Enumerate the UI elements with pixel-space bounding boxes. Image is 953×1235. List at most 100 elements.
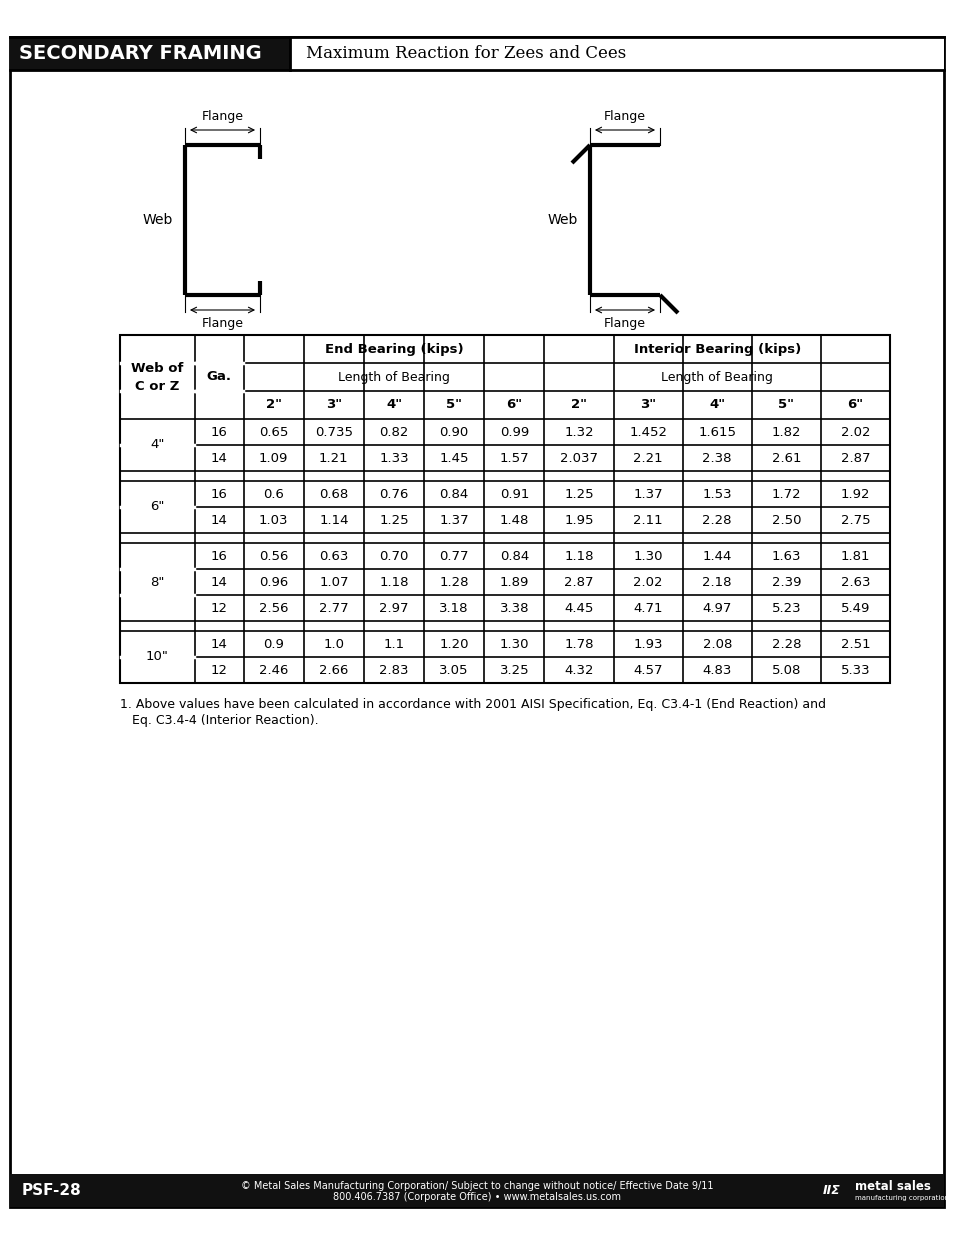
Text: 2.02: 2.02	[633, 576, 662, 589]
Text: 3": 3"	[639, 399, 656, 411]
Text: 2.28: 2.28	[701, 514, 731, 526]
Text: 14: 14	[211, 576, 228, 589]
Text: 1.81: 1.81	[840, 550, 869, 562]
Text: 1.82: 1.82	[771, 426, 801, 438]
Text: 6": 6"	[150, 500, 165, 514]
Text: 1.18: 1.18	[563, 550, 593, 562]
Text: 0.82: 0.82	[379, 426, 408, 438]
Text: 2.21: 2.21	[633, 452, 662, 464]
Text: 14: 14	[211, 514, 228, 526]
Text: 0.735: 0.735	[314, 426, 353, 438]
Text: 3.05: 3.05	[439, 663, 469, 677]
Text: 8": 8"	[150, 576, 165, 589]
Text: 5": 5"	[446, 399, 461, 411]
Text: 1.30: 1.30	[499, 637, 529, 651]
Text: 0.96: 0.96	[259, 576, 288, 589]
Text: 2.61: 2.61	[771, 452, 801, 464]
Text: 2.77: 2.77	[318, 601, 348, 615]
Text: 1.03: 1.03	[258, 514, 288, 526]
Bar	[10, 37, 290, 70]
Text: 1.57: 1.57	[499, 452, 529, 464]
Text: 2.51: 2.51	[840, 637, 869, 651]
Text: Ga.: Ga.	[207, 370, 232, 384]
Text: 1.25: 1.25	[563, 488, 593, 500]
Text: 1.63: 1.63	[771, 550, 801, 562]
Text: 1.452: 1.452	[628, 426, 666, 438]
Text: 3.18: 3.18	[439, 601, 469, 615]
Text: 2.18: 2.18	[701, 576, 731, 589]
Text: 2.037: 2.037	[559, 452, 598, 464]
Bar	[120, 335, 889, 683]
Text: 4.71: 4.71	[633, 601, 662, 615]
Text: 12: 12	[211, 663, 228, 677]
Text: 0.90: 0.90	[439, 426, 468, 438]
Text: Web: Web	[143, 212, 172, 227]
Text: 3.25: 3.25	[499, 663, 529, 677]
Text: 14: 14	[211, 452, 228, 464]
Bar	[10, 1174, 943, 1207]
Text: 2.46: 2.46	[258, 663, 288, 677]
Text: 2.56: 2.56	[258, 601, 288, 615]
Text: 4.32: 4.32	[563, 663, 593, 677]
Text: 2.50: 2.50	[771, 514, 801, 526]
Text: 2.28: 2.28	[771, 637, 801, 651]
Text: 1.18: 1.18	[379, 576, 408, 589]
Text: 0.84: 0.84	[439, 488, 468, 500]
Text: Web: Web	[547, 212, 578, 227]
Bar	[290, 37, 943, 70]
Text: 4": 4"	[386, 399, 401, 411]
Text: 4.45: 4.45	[564, 601, 593, 615]
Text: 1.32: 1.32	[563, 426, 593, 438]
Text: 16: 16	[211, 550, 228, 562]
Text: 4.57: 4.57	[633, 663, 662, 677]
Text: 1.20: 1.20	[439, 637, 469, 651]
Text: 2.66: 2.66	[319, 663, 348, 677]
Text: Flange: Flange	[603, 110, 645, 124]
Text: 4.83: 4.83	[701, 663, 731, 677]
Text: 10": 10"	[146, 651, 169, 663]
Text: Maximum Reaction for Zees and Cees: Maximum Reaction for Zees and Cees	[306, 44, 625, 62]
Text: 1.93: 1.93	[633, 637, 662, 651]
Text: 6": 6"	[846, 399, 862, 411]
Text: 4": 4"	[708, 399, 724, 411]
Text: 1.28: 1.28	[439, 576, 469, 589]
Text: 14: 14	[211, 637, 228, 651]
Text: 5.23: 5.23	[771, 601, 801, 615]
Text: 0.99: 0.99	[499, 426, 528, 438]
Text: 1.14: 1.14	[318, 514, 348, 526]
Text: 0.9: 0.9	[263, 637, 284, 651]
Text: 5": 5"	[778, 399, 794, 411]
Text: 0.77: 0.77	[439, 550, 469, 562]
Text: 3.38: 3.38	[499, 601, 529, 615]
Text: 2.87: 2.87	[563, 576, 593, 589]
Text: 2.63: 2.63	[840, 576, 869, 589]
Text: 0.63: 0.63	[319, 550, 348, 562]
Text: Length of Bearing: Length of Bearing	[337, 370, 450, 384]
Text: 1.615: 1.615	[698, 426, 736, 438]
Text: 1.33: 1.33	[378, 452, 409, 464]
Text: 5.49: 5.49	[840, 601, 869, 615]
Text: Interior Bearing (kips): Interior Bearing (kips)	[633, 342, 800, 356]
Text: 1.21: 1.21	[318, 452, 348, 464]
Text: 1.37: 1.37	[439, 514, 469, 526]
Text: metal sales: metal sales	[854, 1179, 930, 1193]
Text: 12: 12	[211, 601, 228, 615]
Text: 0.68: 0.68	[319, 488, 348, 500]
Text: 1.78: 1.78	[563, 637, 593, 651]
Text: 1.53: 1.53	[701, 488, 731, 500]
Text: 1.07: 1.07	[318, 576, 348, 589]
Text: 16: 16	[211, 426, 228, 438]
Text: 3": 3"	[325, 399, 341, 411]
Text: 2.97: 2.97	[379, 601, 408, 615]
Text: End Bearing (kips): End Bearing (kips)	[324, 342, 463, 356]
Text: 1.09: 1.09	[258, 452, 288, 464]
Text: 2": 2"	[571, 399, 586, 411]
Text: 1.95: 1.95	[563, 514, 593, 526]
Text: manufacturing corporation: manufacturing corporation	[854, 1194, 948, 1200]
Text: 1.92: 1.92	[840, 488, 869, 500]
Text: 0.76: 0.76	[379, 488, 408, 500]
Text: 1.72: 1.72	[771, 488, 801, 500]
Text: 0.91: 0.91	[499, 488, 529, 500]
Text: 1. Above values have been calculated in accordance with 2001 AISI Specification,: 1. Above values have been calculated in …	[120, 698, 825, 711]
Text: Length of Bearing: Length of Bearing	[660, 370, 772, 384]
